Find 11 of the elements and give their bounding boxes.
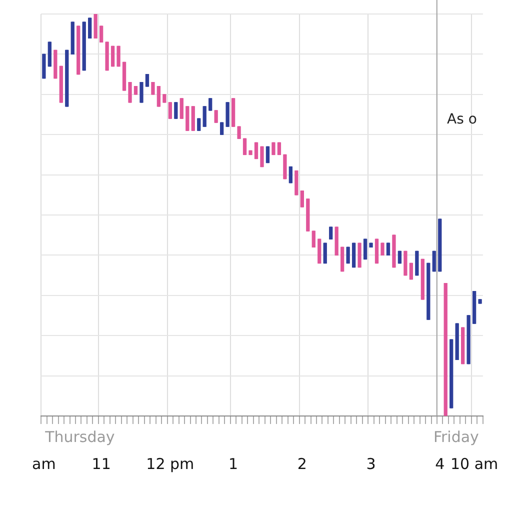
x-tick-label: 11 [92,454,111,473]
text: Thursday [44,428,115,446]
x-tick-label: am [32,454,56,473]
x-tick-label: 12 pm [146,454,194,473]
x-tick-label: 1 [228,454,238,473]
x-tick-label: 3 [366,454,376,473]
x-tick-label: 4 [435,454,445,473]
text: As o [447,112,477,128]
x-tick-label: 10 am [450,454,498,473]
x-tick-label: 2 [297,454,307,473]
text: Friday [433,428,480,446]
